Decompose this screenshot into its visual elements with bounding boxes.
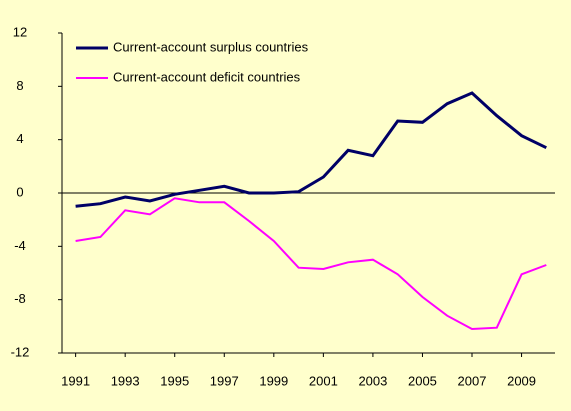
legend-label: Current-account surplus countries (113, 39, 309, 54)
y-tick-label: 12 (13, 24, 27, 39)
legend-label: Current-account deficit countries (113, 69, 301, 84)
x-tick-label: 1999 (259, 373, 288, 388)
x-tick-label: 1991 (61, 373, 90, 388)
x-tick-label: 2005 (408, 373, 437, 388)
y-tick-label: -4 (14, 238, 26, 253)
y-tick-label: 0 (16, 184, 23, 199)
y-tick-label: 8 (16, 78, 23, 93)
series-line (75, 91, 547, 208)
y-tick-label: -12 (11, 344, 30, 359)
x-tick-label: 1997 (210, 373, 239, 388)
y-tick-label: 4 (16, 131, 23, 146)
x-tick-label: 1993 (111, 373, 140, 388)
series-line (75, 197, 547, 331)
x-tick-label: 2009 (507, 373, 536, 388)
x-tick-label: 2003 (358, 373, 387, 388)
x-tick-label: 1995 (160, 373, 189, 388)
x-tick-label: 2007 (458, 373, 487, 388)
y-tick-label: -8 (14, 291, 26, 306)
x-tick-label: 2001 (309, 373, 338, 388)
